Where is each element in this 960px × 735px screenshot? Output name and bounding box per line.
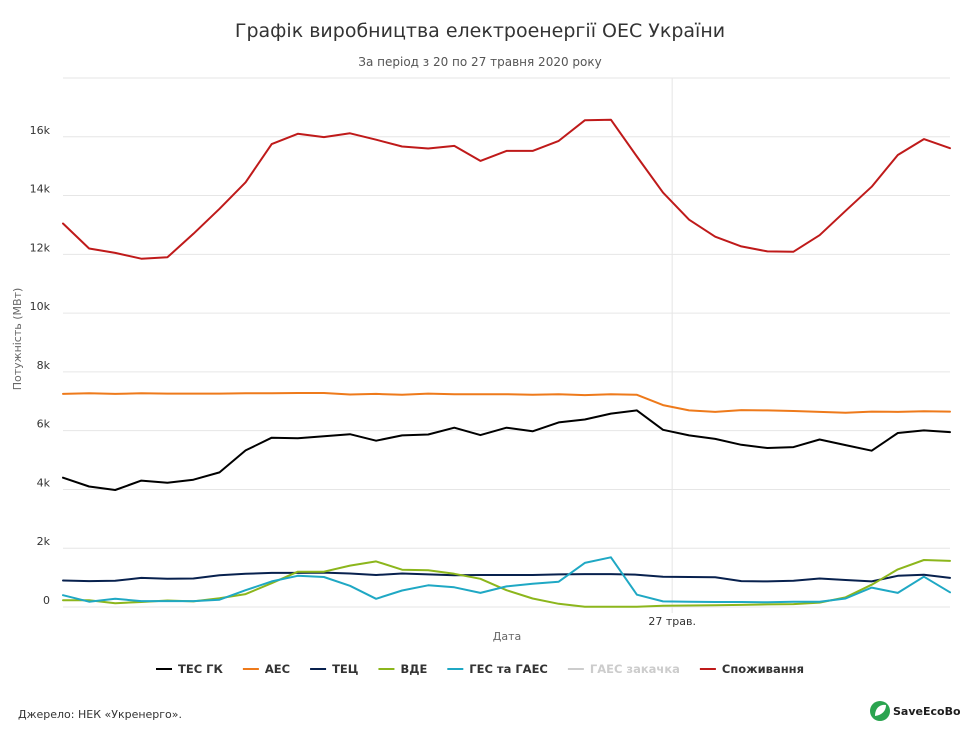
x-axis: 27 трав.: [648, 78, 696, 628]
legend-item-Споживання[interactable]: Споживання: [699, 662, 804, 676]
series-line-ТЕС ГК: [62, 409, 951, 491]
y-tick-label: 4k: [37, 476, 51, 489]
legend-item-ВДЕ[interactable]: ВДЕ: [378, 662, 427, 676]
y-tick-label: 12k: [30, 241, 51, 254]
legend-label: ГАЕС закачка: [590, 662, 680, 676]
source-credit: Джерело: НЕК «Укренерго».: [18, 708, 182, 721]
chart-subtitle: За період з 20 по 27 травня 2020 року: [358, 55, 601, 69]
legend-item-ТЕЦ[interactable]: ТЕЦ: [310, 662, 358, 676]
series-line-ГЕС та ГАЕС: [62, 556, 951, 604]
x-axis-title: Дата: [493, 630, 521, 643]
logo-text: SaveEcoBot: [893, 705, 960, 718]
y-tick-label: 14k: [30, 183, 51, 196]
legend-label: ГЕС та ГАЕС: [469, 662, 548, 676]
series-line-АЕС: [62, 392, 951, 414]
y-axis-ticks: 0 2k 4k 6k 8k 10k 12k 14k 16k: [30, 124, 51, 607]
legend-item-ГАЕС закачка[interactable]: ГАЕС закачка: [567, 662, 680, 676]
legend-item-АЕС[interactable]: АЕС: [242, 662, 290, 676]
saveecobot-logo: SaveEcoBot: [870, 701, 960, 721]
y-tick-label: 10k: [30, 300, 51, 313]
series-lines: [62, 118, 951, 608]
x-tick-label: 27 трав.: [648, 615, 696, 628]
legend-label: Споживання: [722, 662, 804, 676]
legend-label: ВДЕ: [400, 662, 427, 676]
legend-item-ТЕС ГК[interactable]: ТЕС ГК: [156, 662, 223, 676]
grid: [63, 77, 950, 608]
y-tick-label: 6k: [37, 418, 51, 431]
legend-label: АЕС: [265, 662, 290, 676]
series-line-ВДЕ: [62, 559, 951, 608]
legend-item-ГЕС та ГАЕС[interactable]: ГЕС та ГАЕС: [447, 662, 548, 676]
legend: ТЕС ГК АЕС ТЕЦ ВДЕ ГЕС та ГАЕС ГАЕС закачка Сп…: [156, 662, 804, 676]
y-tick-label: 2k: [37, 535, 51, 548]
legend-label: ТЕЦ: [332, 662, 358, 676]
y-tick-label: 8k: [37, 359, 51, 372]
series-line-Споживання: [62, 118, 951, 260]
y-tick-label: 0: [43, 594, 50, 607]
y-tick-label: 16k: [30, 124, 51, 137]
chart-title: Графік виробництва електроенергії ОЕС Ук…: [235, 20, 725, 42]
series-line-ТЕЦ: [62, 571, 951, 583]
y-axis-title: Потужність (МВт): [11, 288, 24, 391]
legend-label: ТЕС ГК: [178, 662, 223, 676]
